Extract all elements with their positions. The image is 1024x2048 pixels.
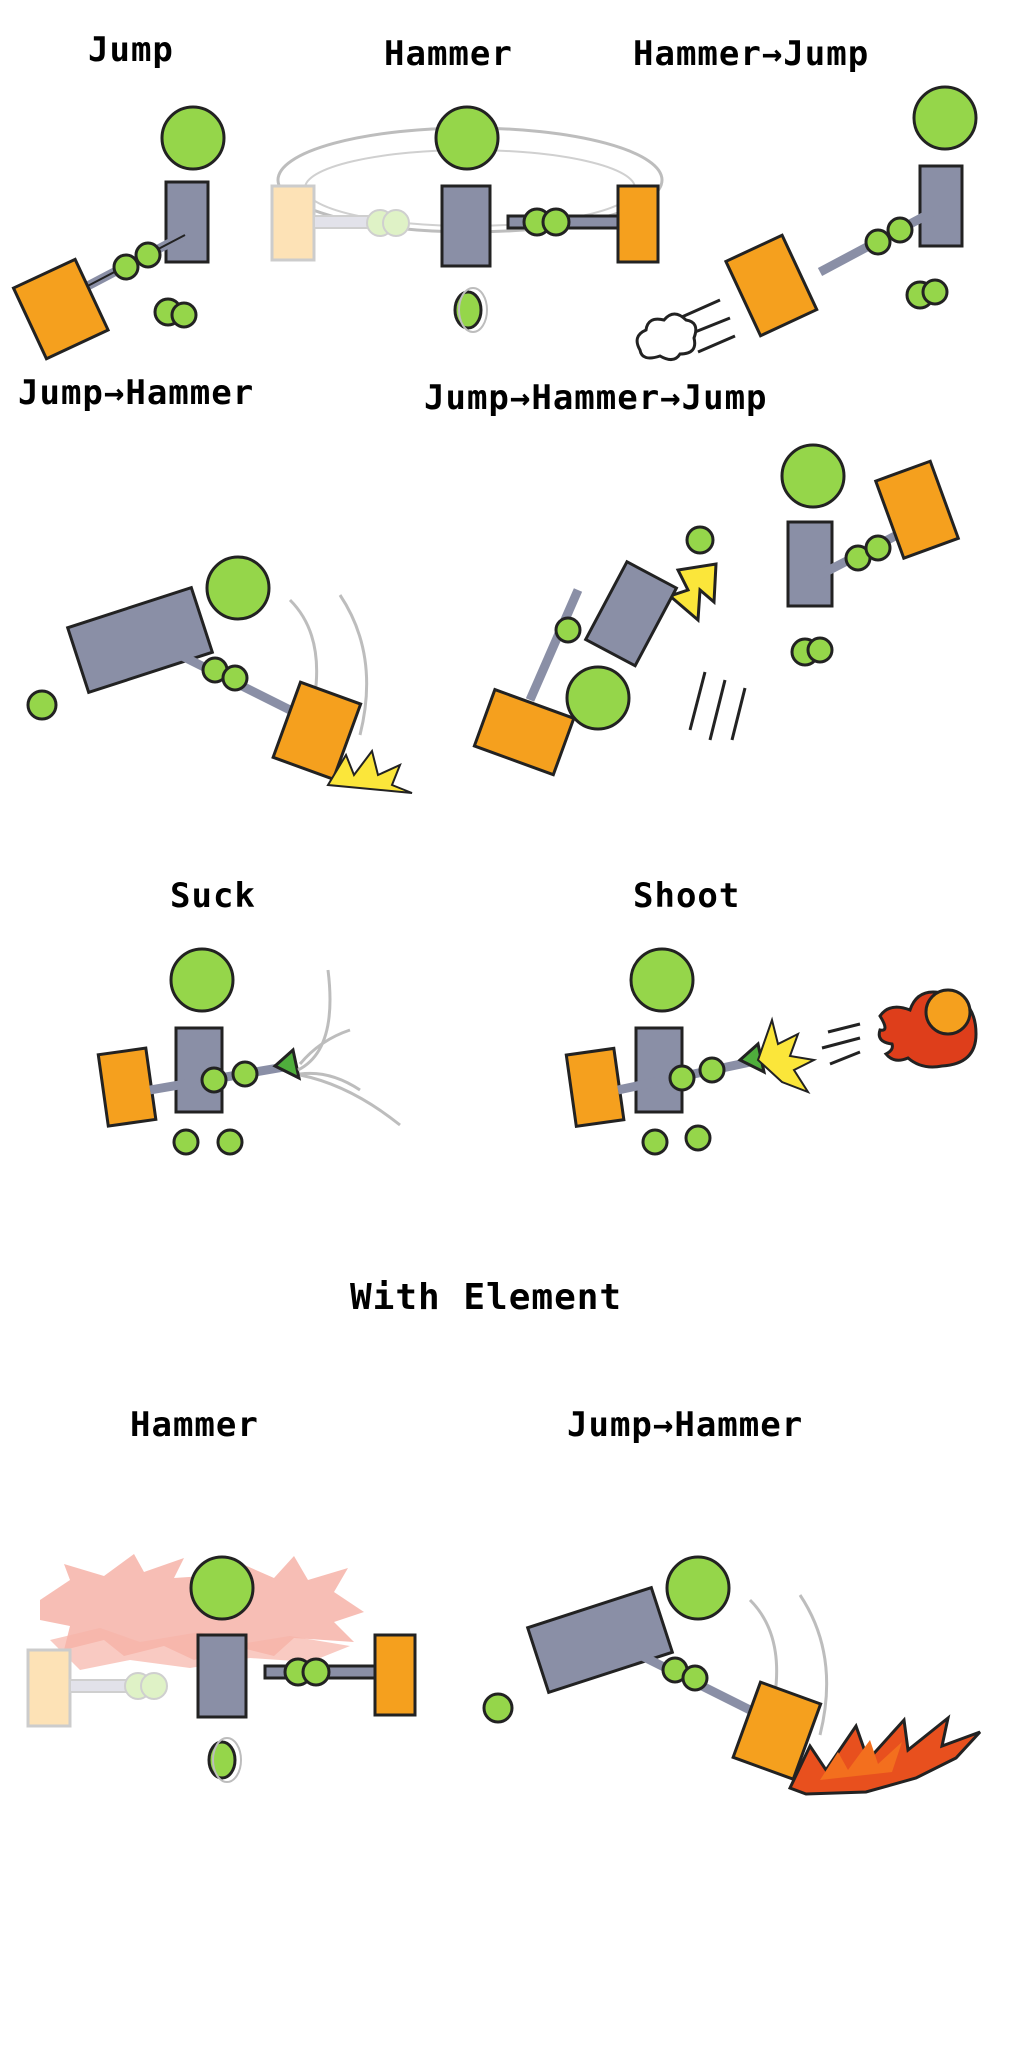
foot (170, 301, 198, 329)
head (189, 1555, 255, 1621)
fire-burst-icon (787, 1714, 982, 1796)
speed-line (829, 1050, 861, 1066)
body (65, 585, 215, 695)
foot (684, 1124, 712, 1152)
dust-cloud-icon (635, 312, 698, 361)
body (786, 520, 834, 608)
hand (112, 253, 140, 281)
hand (886, 216, 914, 244)
body (164, 180, 210, 264)
hammer-head (616, 184, 660, 264)
hammer-head (731, 1680, 823, 1782)
up-arrow-icon (667, 562, 718, 624)
figure-hammer (270, 105, 664, 333)
hammer-head (271, 680, 363, 782)
suction-wind (297, 969, 332, 1072)
speed-line (697, 334, 736, 354)
figure-element-hammer (26, 1554, 417, 1783)
body (525, 1585, 675, 1695)
body (196, 1633, 248, 1719)
hand (668, 1064, 696, 1092)
hammer-head (96, 1046, 158, 1128)
hand (221, 664, 249, 692)
body (918, 164, 964, 248)
head (169, 947, 235, 1013)
speed-line (730, 687, 747, 741)
hammer-handle (525, 588, 583, 702)
head (565, 665, 631, 731)
ghost-hammer-head (26, 1648, 72, 1728)
label-suck: Suck (170, 876, 256, 916)
head (434, 105, 500, 171)
foot (207, 1740, 237, 1780)
ghost-hammer-head (270, 184, 316, 262)
label-jump-hammer: Jump→Hammer (18, 373, 255, 413)
body (440, 184, 492, 268)
figure-jump-hammer (26, 555, 413, 794)
label-jump: Jump (88, 30, 174, 70)
head (629, 947, 695, 1013)
body (583, 559, 679, 668)
figure-shoot (564, 947, 978, 1156)
figure-suck (96, 947, 401, 1156)
hand (698, 1056, 726, 1084)
speed-line (821, 1036, 861, 1050)
figure-element-jump-hammer (482, 1555, 982, 1796)
hammer-head (11, 257, 111, 361)
hand (200, 1066, 228, 1094)
muzzle-flash-icon (756, 1016, 818, 1095)
hand (301, 1657, 331, 1687)
label-shoot: Shoot (633, 876, 741, 916)
foot (641, 1128, 669, 1156)
head (912, 85, 978, 151)
speed-line (827, 1022, 861, 1034)
label-element-hammer: Hammer (130, 1405, 259, 1445)
label-hammer-jump: Hammer→Jump (633, 34, 870, 74)
foot (172, 1128, 200, 1156)
hand (864, 534, 892, 562)
foot (26, 689, 58, 721)
foot (216, 1128, 244, 1156)
foot (453, 290, 483, 330)
speed-line (688, 671, 707, 731)
hammer-head (373, 1633, 417, 1717)
hand (541, 207, 571, 237)
hand (681, 1664, 709, 1692)
nozzle (272, 1047, 302, 1081)
foot (685, 525, 715, 555)
head (205, 555, 271, 621)
hammer-head (472, 687, 576, 777)
head (665, 1555, 731, 1621)
hand (231, 1060, 259, 1088)
hand (134, 241, 162, 269)
head (160, 105, 226, 171)
head (780, 443, 846, 509)
hammer-head (873, 459, 961, 561)
figure-jump (11, 105, 226, 361)
figure-hammer-jump (635, 85, 978, 361)
label-with-element: With Element (350, 1277, 623, 1318)
foot (921, 278, 949, 306)
figure-jump-hammer-jump (472, 443, 961, 777)
label-jump-hammer-jump: Jump→Hammer→Jump (424, 378, 768, 418)
impact-spark-icon (326, 748, 413, 794)
hammer-head (564, 1046, 626, 1129)
hand (864, 228, 892, 256)
foot (482, 1692, 514, 1724)
hand (554, 616, 582, 644)
hammer-head (723, 233, 819, 338)
label-element-jump-hammer: Jump→Hammer (567, 1405, 804, 1445)
foot (806, 636, 834, 664)
speed-line (708, 679, 727, 741)
label-hammer: Hammer (384, 34, 513, 74)
